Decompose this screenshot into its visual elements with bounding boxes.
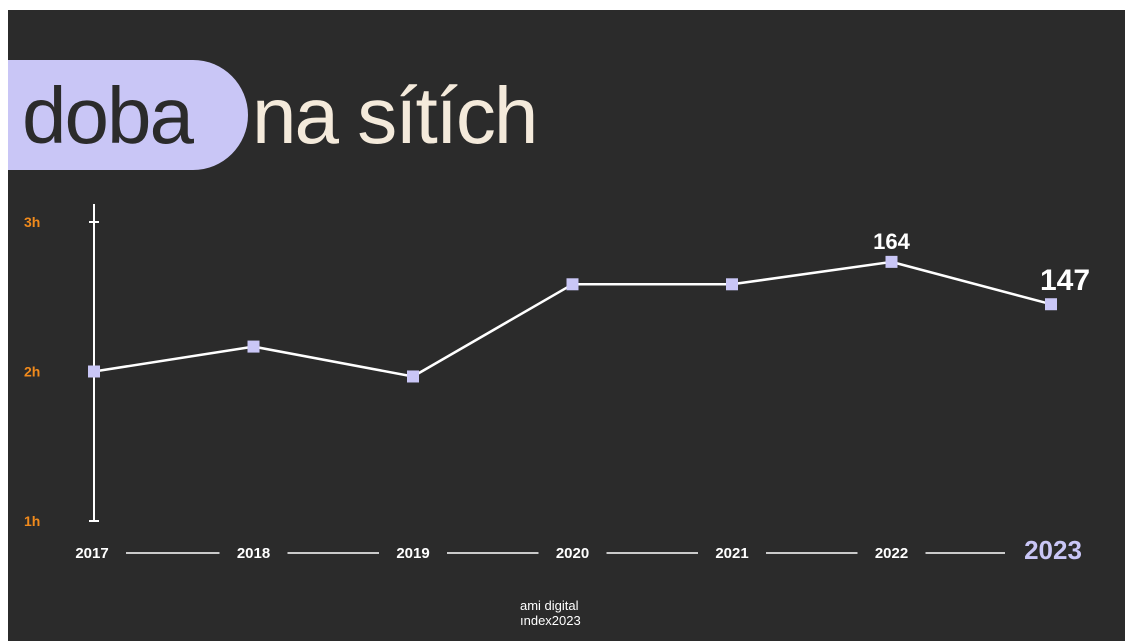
title-word-highlighted: doba (22, 71, 194, 160)
data-point-2017 (88, 365, 100, 378)
x-label-2019: 2019 (396, 545, 429, 562)
line-chart: 1h 2h 3h 164 147 2017 2018 2019 2020 2021 2022 2023 (24, 204, 1090, 565)
footer-logo: ami digital ındex2023 (520, 598, 581, 628)
x-label-2022: 2022 (875, 545, 908, 562)
y-tick-label-1h: 1h (24, 513, 40, 529)
x-label-2020: 2020 (556, 545, 589, 562)
slide: doba na sítích 1h 2h 3h 164 147 2017 2018 2019 2… (8, 10, 1125, 641)
y-tick-label-3h: 3h (24, 214, 40, 230)
title-word-rest: na sítích (252, 71, 538, 160)
x-label-2021: 2021 (715, 545, 748, 562)
footer-line-1: ami digital (520, 598, 579, 613)
data-label-2022: 164 (873, 229, 910, 254)
data-point-2019 (407, 370, 419, 383)
data-point-2018 (247, 340, 260, 353)
data-point-2022 (885, 255, 898, 268)
data-label-2023: 147 (1040, 264, 1090, 297)
data-point-2020 (566, 278, 579, 291)
y-tick-label-2h: 2h (24, 364, 40, 380)
data-point-2023 (1045, 298, 1057, 311)
title-highlight-pill (8, 60, 248, 170)
data-point-2021 (726, 278, 738, 291)
x-label-2023: 2023 (1024, 535, 1082, 565)
footer-line-2: ındex2023 (520, 613, 581, 628)
x-label-2017: 2017 (75, 545, 108, 562)
x-label-2018: 2018 (237, 545, 270, 562)
